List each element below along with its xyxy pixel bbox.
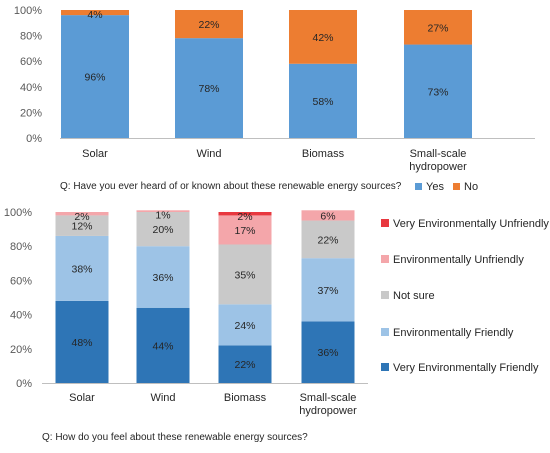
chart1-ytick-label: 60% [10,275,32,287]
chart0-legend-label: Yes [426,181,444,193]
chart1-data-label: 17% [234,225,255,237]
chart1-bar-not-sure [136,212,190,247]
chart1-bar-environmentally-friendly [55,235,109,301]
chart0-bar-no [404,10,472,45]
chart1-legend-swatch [381,363,389,371]
chart0-bar-yes [175,38,243,138]
chart1-ytick-label: 100% [4,207,32,219]
chart0-question: Q: Have you ever heard of or known about… [60,181,402,192]
chart1-bar-environmentally-friendly [218,304,272,346]
chart1-data-label: 2% [237,211,252,223]
chart0-bar-no [175,10,243,39]
chart0-bar-yes [61,15,129,138]
chart1-legend-label: Not sure [393,290,435,302]
chart1-data-label: 1% [155,209,170,221]
chart0-category-label: Solar [82,148,108,160]
chart0-bar-no [61,10,129,16]
chart1-bar-environmentally-unfriendly [301,210,355,221]
chart1-ytick-label: 40% [10,310,32,322]
chart0-data-label: 42% [312,32,333,44]
chart1-ytick-label: 80% [10,241,32,253]
chart0-legend-swatch [453,183,460,190]
chart0-data-label: 4% [87,9,102,21]
chart0-ytick-label: 0% [26,133,42,145]
chart0-legend-swatch [415,183,422,190]
chart1-data-label: 36% [152,272,173,284]
chart0-bar-yes [289,63,357,139]
chart1-data-label: 24% [234,320,255,332]
chart0-legend-label: No [464,181,478,193]
chart1-data-label: 2% [74,211,89,223]
chart1-bar-environmentally-unfriendly [136,210,190,212]
chart1-bar-very-environmentally-friendly [136,307,190,383]
chart1-data-label: 22% [317,234,338,246]
chart1-legend-label: Very Environmentally Friendly [393,362,539,374]
chart0-data-label: 27% [427,22,448,34]
chart1-legend-swatch [381,255,389,263]
chart0-ytick-label: 20% [20,107,42,119]
chart0-bar-no [289,10,357,64]
chart0-category-label: Biomass [302,148,345,160]
chart1-bar-very-environmentally-unfriendly [218,212,272,216]
chart1-ytick-label: 20% [10,344,32,356]
chart1-bar-environmentally-unfriendly [218,215,272,245]
chart0-data-label: 22% [198,19,219,31]
chart1-question: Q: How do you feel about these renewable… [42,432,308,443]
chart1-ytick-label: 0% [16,378,32,390]
chart1-data-label: 44% [152,340,173,352]
chart0-category-label: Wind [196,148,221,160]
chart0-ytick-label: 60% [20,56,42,68]
chart0-ytick-label: 100% [14,5,42,17]
chart1-bar-not-sure [301,220,355,259]
chart1-category-label: Biomass [224,392,267,404]
chart1-bar-environmentally-friendly [301,258,355,322]
chart1-legend-label: Environmentally Unfriendly [393,254,524,266]
chart1-bar-environmentally-friendly [136,246,190,308]
chart0-ytick-label: 80% [20,31,42,43]
chart1-data-label: 6% [320,210,335,222]
chart0-data-label: 78% [198,83,219,95]
chart1-legend-label: Environmentally Friendly [393,327,514,339]
chart1-data-label: 12% [71,221,92,233]
chart1-category-label: Solar [69,392,95,404]
chart0-data-label: 58% [312,96,333,108]
chart1-data-label: 37% [317,285,338,297]
chart1-legend-swatch [381,291,389,299]
chart1-bar-not-sure [218,244,272,305]
chart1-legend-label: Very Environmentally Unfriendly [393,218,549,230]
chart1-category-label: hydropower [299,405,357,417]
chart1-data-label: 36% [317,347,338,359]
chart1-data-label: 20% [152,224,173,236]
chart1-category-label: Wind [150,392,175,404]
chart1-data-label: 22% [234,359,255,371]
chart1-data-label: 48% [71,337,92,349]
chart1-bar-very-environmentally-friendly [218,345,272,383]
chart1-legend-swatch [381,219,389,227]
chart0-ytick-label: 40% [20,82,42,94]
chart1-data-label: 35% [234,269,255,281]
chart1-legend-swatch [381,328,389,336]
chart1-bar-very-environmentally-friendly [301,321,355,383]
chart0-data-label: 73% [427,86,448,98]
chart1-data-label: 38% [71,263,92,275]
chart0-data-label: 96% [84,72,105,84]
chart0-category-label: Small-scale [410,148,467,160]
chart1-bar-very-environmentally-friendly [55,300,109,383]
chart1-category-label: Small-scale [300,392,357,404]
chart1-bar-not-sure [55,215,109,236]
chart0-bar-yes [404,44,472,139]
chart0-category-label: hydropower [409,161,467,173]
chart1-bar-environmentally-unfriendly [55,212,109,216]
